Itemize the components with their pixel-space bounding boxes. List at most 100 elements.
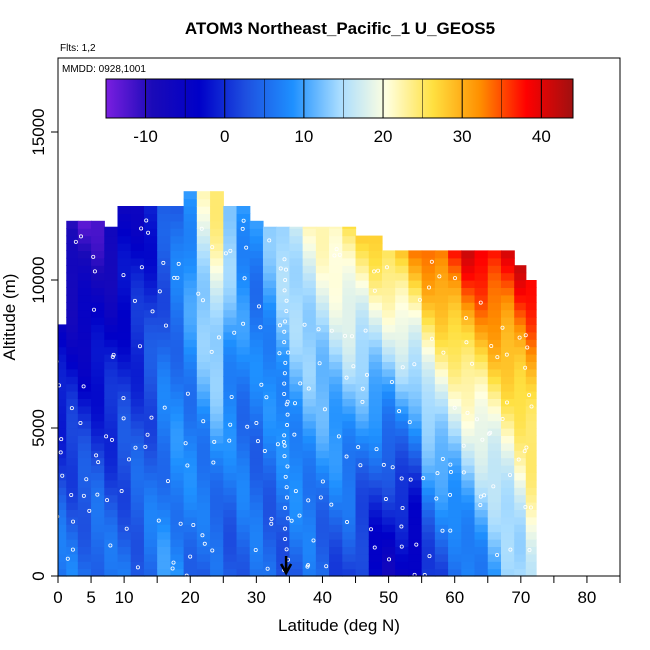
observation-point [487,431,492,436]
observation-point [453,276,458,281]
observation-point [495,355,500,360]
observation-point [297,513,302,518]
observation-point [368,527,373,532]
observation-point [282,443,287,448]
heatmap-column [461,250,476,577]
observation-point [408,477,413,482]
observation-point [69,493,74,498]
observation-point [283,277,288,282]
observation-point [95,492,100,497]
observation-point [412,362,417,367]
observation-point [156,518,161,523]
observation-point [434,496,439,501]
observation-point [399,524,404,529]
heatmap-column [448,250,462,577]
observation-point [482,493,487,498]
observation-point [440,528,445,533]
observation-point [60,473,65,478]
observation-point [228,248,233,253]
observation-point [324,564,329,569]
observation-point [417,297,422,302]
observation-point [241,321,246,326]
observation-point [133,445,138,450]
observation-point [87,508,92,513]
observation-point [146,230,151,235]
observation-point [381,462,386,467]
x-tick-label: 70 [511,588,530,607]
observation-point [81,384,86,389]
observation-point [372,545,377,550]
observation-point [376,268,381,273]
observation-point [529,404,534,409]
heatmap-column [408,250,423,577]
heatmap-column [66,220,79,577]
observation-point [427,554,432,559]
observation-point [284,485,289,490]
observation-point [332,253,337,258]
y-tick-label: 5000 [29,409,48,447]
observation-point [165,479,170,484]
observation-point [448,528,453,533]
observation-point [81,493,86,498]
heatmap-column [329,226,343,577]
observation-point [227,438,232,443]
observation-point [277,323,282,328]
observation-point [422,573,427,578]
observation-point [73,239,78,244]
observation-point [507,472,512,477]
observation-point [284,309,289,314]
observation-point [283,319,288,324]
observation-point [358,463,363,468]
colorbar-tick-label: 30 [453,127,472,146]
colorbar-tick-label: 40 [532,127,551,146]
y-tick-label: 10000 [29,256,48,303]
observation-point [448,492,453,497]
observation-point [522,449,527,454]
observation-point [421,476,426,481]
observation-point [478,502,483,507]
observation-point [139,226,144,231]
observation-point [210,548,215,553]
observation-point [258,325,263,330]
observation-point [69,406,74,411]
observation-point [306,498,311,503]
observation-point [414,542,419,547]
observation-point [285,412,290,417]
heatmap-column [315,226,330,577]
observation-point [55,514,60,519]
heatmap-column [289,226,304,577]
observation-point [92,269,97,274]
observation-point [461,470,466,475]
observation-point [135,565,140,570]
observation-point [345,520,350,525]
observation-point [282,371,287,376]
x-tick-label: 40 [313,588,332,607]
latitude-marker-arrow [280,556,293,576]
observation-point [124,526,129,531]
y-tick-label: 0 [29,571,48,580]
observation-point [282,329,287,334]
heatmap-column [500,250,515,577]
x-tick-label: 10 [115,588,134,607]
observation-point [277,351,282,356]
observation-point [440,456,445,461]
observation-point [474,417,479,422]
observation-point [302,322,307,327]
observation-point [283,526,288,531]
observation-point [282,288,287,293]
observation-point [199,226,204,231]
observation-point [253,548,258,553]
observation-point [170,566,175,571]
observation-point [284,547,289,552]
heatmap-column [434,250,449,577]
observation-point [524,445,529,450]
heatmap-column [421,250,436,577]
heatmap-column [117,206,132,577]
observation-point [105,498,110,503]
observation-point [504,352,509,357]
observation-point [157,289,162,294]
observation-point [523,333,528,338]
observation-point [59,437,64,442]
observation-point [254,421,259,426]
